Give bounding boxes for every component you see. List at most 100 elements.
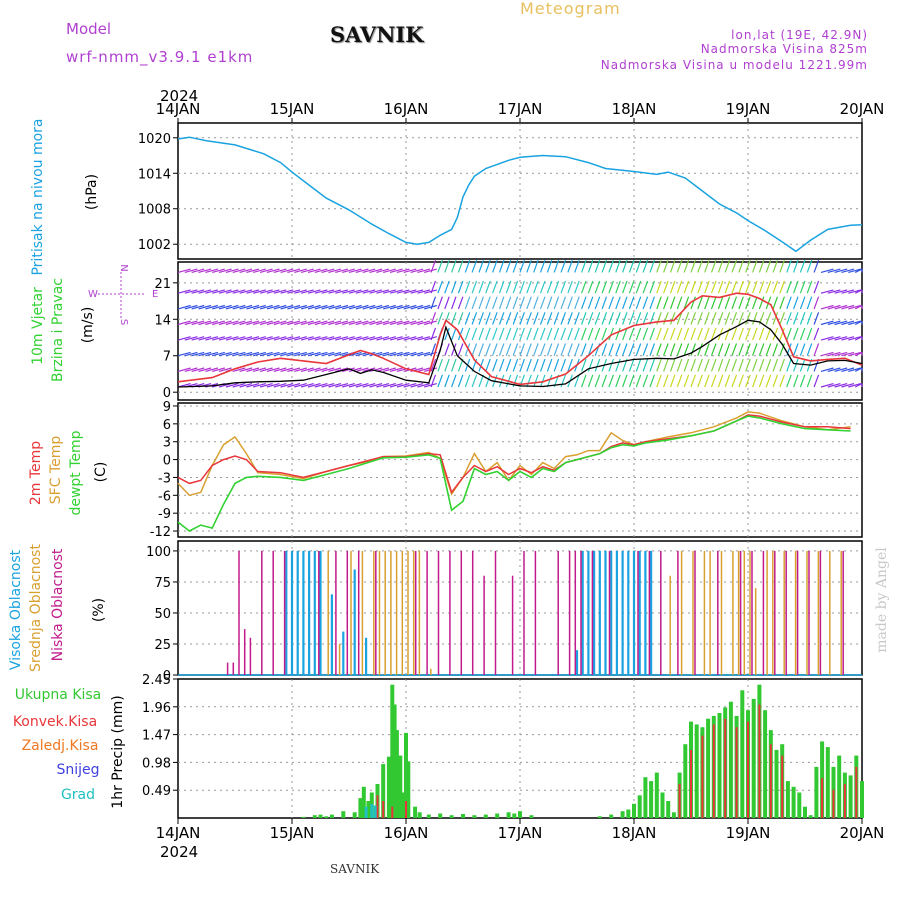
wind-barb [287,367,301,372]
wind-barb [608,280,614,294]
wind-barb [492,312,498,325]
wind-barb [177,304,191,310]
wind-barb [348,367,362,372]
wind-barb [184,289,198,294]
wind-barb [738,312,744,325]
wind-barb [615,327,621,341]
wind-barb [287,320,301,326]
wind-barb [834,304,848,310]
wind-barbs [177,259,863,388]
date-label-bottom: 16JAN [384,824,429,842]
wind-barb [212,268,225,273]
wind-barb [765,259,772,273]
wind-barb [212,289,225,294]
wind-barb [389,367,403,372]
wind-barb [553,280,560,294]
wind-barb [328,351,342,357]
wind-barb [574,327,580,341]
wind-barb [205,320,219,326]
wind-barb [608,327,614,341]
wind-barb [587,343,594,356]
wind-barb [697,327,703,341]
wind-barb [307,351,321,357]
wind-barb [594,374,601,388]
wind-barb [335,336,349,341]
wind-barb [622,312,628,325]
wind-barb [608,312,614,325]
wind-barb [820,289,834,294]
wind-barb [205,351,219,357]
wind-barb [376,383,390,388]
wind-barb [389,336,403,341]
wind-barb [430,343,437,356]
wind-barb [369,289,383,294]
wind-barb [813,259,820,273]
wind-barb [273,304,287,310]
wind-barb [820,304,834,310]
wind-barb [457,312,464,325]
precip-bar-ukupna-kisa [728,701,733,818]
wind-barb [403,304,417,310]
wind-barb [246,320,260,326]
wind-barb [786,312,792,325]
wind-barb [417,289,431,294]
wind-barb [417,383,431,388]
wind-barb [444,280,450,294]
wind-barb [752,374,758,388]
wind-barb [300,351,314,357]
wind-barb [656,259,662,273]
wind-barb [314,351,328,357]
wind-barb [259,351,273,357]
wind-barb [758,280,765,294]
wind-barb [601,327,608,341]
wind-barb [512,312,519,325]
wind-barb [622,259,628,273]
precip-bar-ukupna-kisa [791,786,796,818]
wind-dir-east: E [152,289,158,300]
wind-barb [273,289,287,294]
precip-bar-ukupna-kisa [461,814,465,818]
wind-barb [335,320,349,326]
wind-barb [403,336,417,341]
wind-barb [300,304,314,310]
wind-barb [307,268,321,273]
wind-barb [205,304,219,310]
wind-barb [205,336,219,341]
wind-barb [471,296,478,310]
wind-barb [383,289,396,294]
model-label: Model [66,20,112,38]
wind-barb [498,296,505,310]
wind-barb [328,320,342,326]
wind-barb [253,351,266,357]
wind-barb [437,374,443,388]
precip-bar-ukupna-kisa [301,816,306,818]
wind-barb [587,259,594,273]
wind-barb [649,259,655,273]
wind-barb [799,259,806,273]
precip-bar-ukupna-kisa [312,815,317,818]
precip-bar-ukupna-kisa [774,749,779,818]
wind-barb [786,358,792,372]
wind-barb [184,336,198,341]
wind-barb [526,327,532,341]
wind-barb [799,327,806,341]
wind-barb [601,280,608,294]
wind-barb [656,374,662,388]
wind-barb [635,280,642,294]
wind-barb [799,296,806,310]
wind-barb [505,358,512,372]
wind-barb [765,327,772,341]
wind-barb [663,259,669,273]
wind-barb [526,358,532,372]
wind-barb [834,268,848,273]
precip-bar-konvek-kisa [712,724,715,818]
wind-barb [642,374,649,388]
precip-bar-ukupna-kisa [597,816,602,818]
wind-barb [294,289,307,294]
precip-bar-ukupna-kisa [814,766,819,818]
wind-barb [854,268,863,273]
wind-barb [738,343,744,356]
wind-barb [396,268,410,273]
wind-barb [656,343,662,356]
wind-barb [478,374,484,388]
